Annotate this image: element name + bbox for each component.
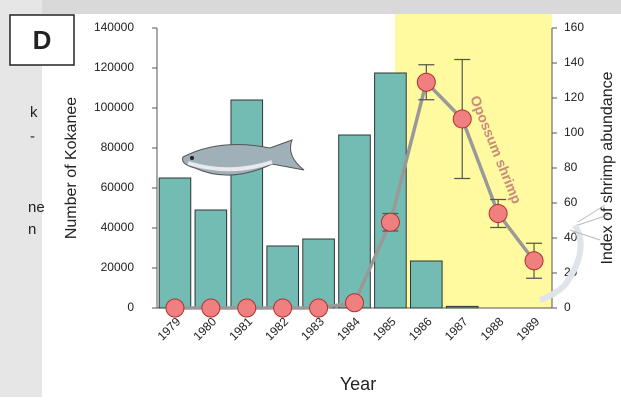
- panel-box: [9, 14, 75, 66]
- point: [452, 109, 472, 129]
- x-tick-label: 1987: [442, 314, 471, 343]
- point: [380, 212, 400, 232]
- y2-tick-label: 40: [564, 230, 578, 244]
- x-axis-title: Year: [340, 374, 376, 394]
- panel-label: D: [33, 25, 52, 55]
- x-tick-label: 1986: [406, 314, 435, 343]
- y-tick-label: 60000: [101, 180, 135, 194]
- fish-illustration: [182, 139, 305, 176]
- bar: [158, 177, 192, 309]
- y2-tick-label: 80: [564, 160, 578, 174]
- x-tick-label: 1980: [190, 314, 219, 343]
- y2-tick-label: 100: [564, 125, 584, 139]
- point: [201, 298, 221, 318]
- x-tick-label: 1985: [370, 314, 399, 343]
- y-axis-title: Number of Kokanee: [63, 97, 80, 239]
- bar: [194, 209, 228, 309]
- x-tick-label: 1984: [334, 314, 363, 343]
- x-tick-label: 1988: [478, 314, 507, 343]
- point: [237, 298, 257, 318]
- x-tick-label: 1979: [155, 314, 184, 343]
- plot: 0 20000 40000 60000 80000 100000 120000 140000 0…: [94, 20, 584, 343]
- y2-tick-label: 140: [564, 55, 584, 69]
- side-text: k: [30, 104, 38, 121]
- point: [416, 72, 436, 92]
- x-tick-label: 1981: [226, 314, 255, 343]
- bar: [266, 245, 299, 309]
- point: [345, 293, 364, 313]
- point: [273, 298, 293, 318]
- y-tick-label: 0: [127, 300, 134, 314]
- y2-tick-label: 60: [564, 195, 578, 209]
- bar: [302, 238, 335, 309]
- left-strip: [0, 0, 42, 397]
- y2-tick-label: 0: [564, 300, 571, 314]
- side-text: -: [30, 128, 35, 145]
- y-tick-label: 20000: [101, 260, 135, 274]
- y-tick-label: 140000: [94, 20, 134, 34]
- bar: [374, 72, 407, 309]
- y2-tick-label: 160: [564, 20, 584, 34]
- side-text: ne: [28, 199, 45, 216]
- point: [165, 298, 185, 318]
- x-tick-label: 1983: [298, 314, 327, 343]
- bar: [230, 99, 264, 309]
- y2-tick-label: 120: [564, 90, 584, 104]
- y2-axis-title: Index of shrimp abundance: [599, 71, 616, 264]
- point: [309, 298, 329, 318]
- point: [488, 204, 508, 223]
- bar: [410, 260, 443, 309]
- bar: [445, 305, 479, 309]
- point: [524, 251, 544, 271]
- top-strip: [0, 0, 621, 14]
- x-tick-label: 1982: [262, 314, 291, 343]
- y-tick-label: 80000: [101, 140, 135, 154]
- y-tick-label: 40000: [101, 220, 135, 234]
- y-tick-label: 120000: [94, 60, 134, 74]
- side-text: n: [28, 221, 36, 238]
- y-tick-label: 100000: [94, 100, 134, 114]
- x-tick-label: 1989: [514, 314, 543, 343]
- shrimp-illustration: [539, 204, 609, 303]
